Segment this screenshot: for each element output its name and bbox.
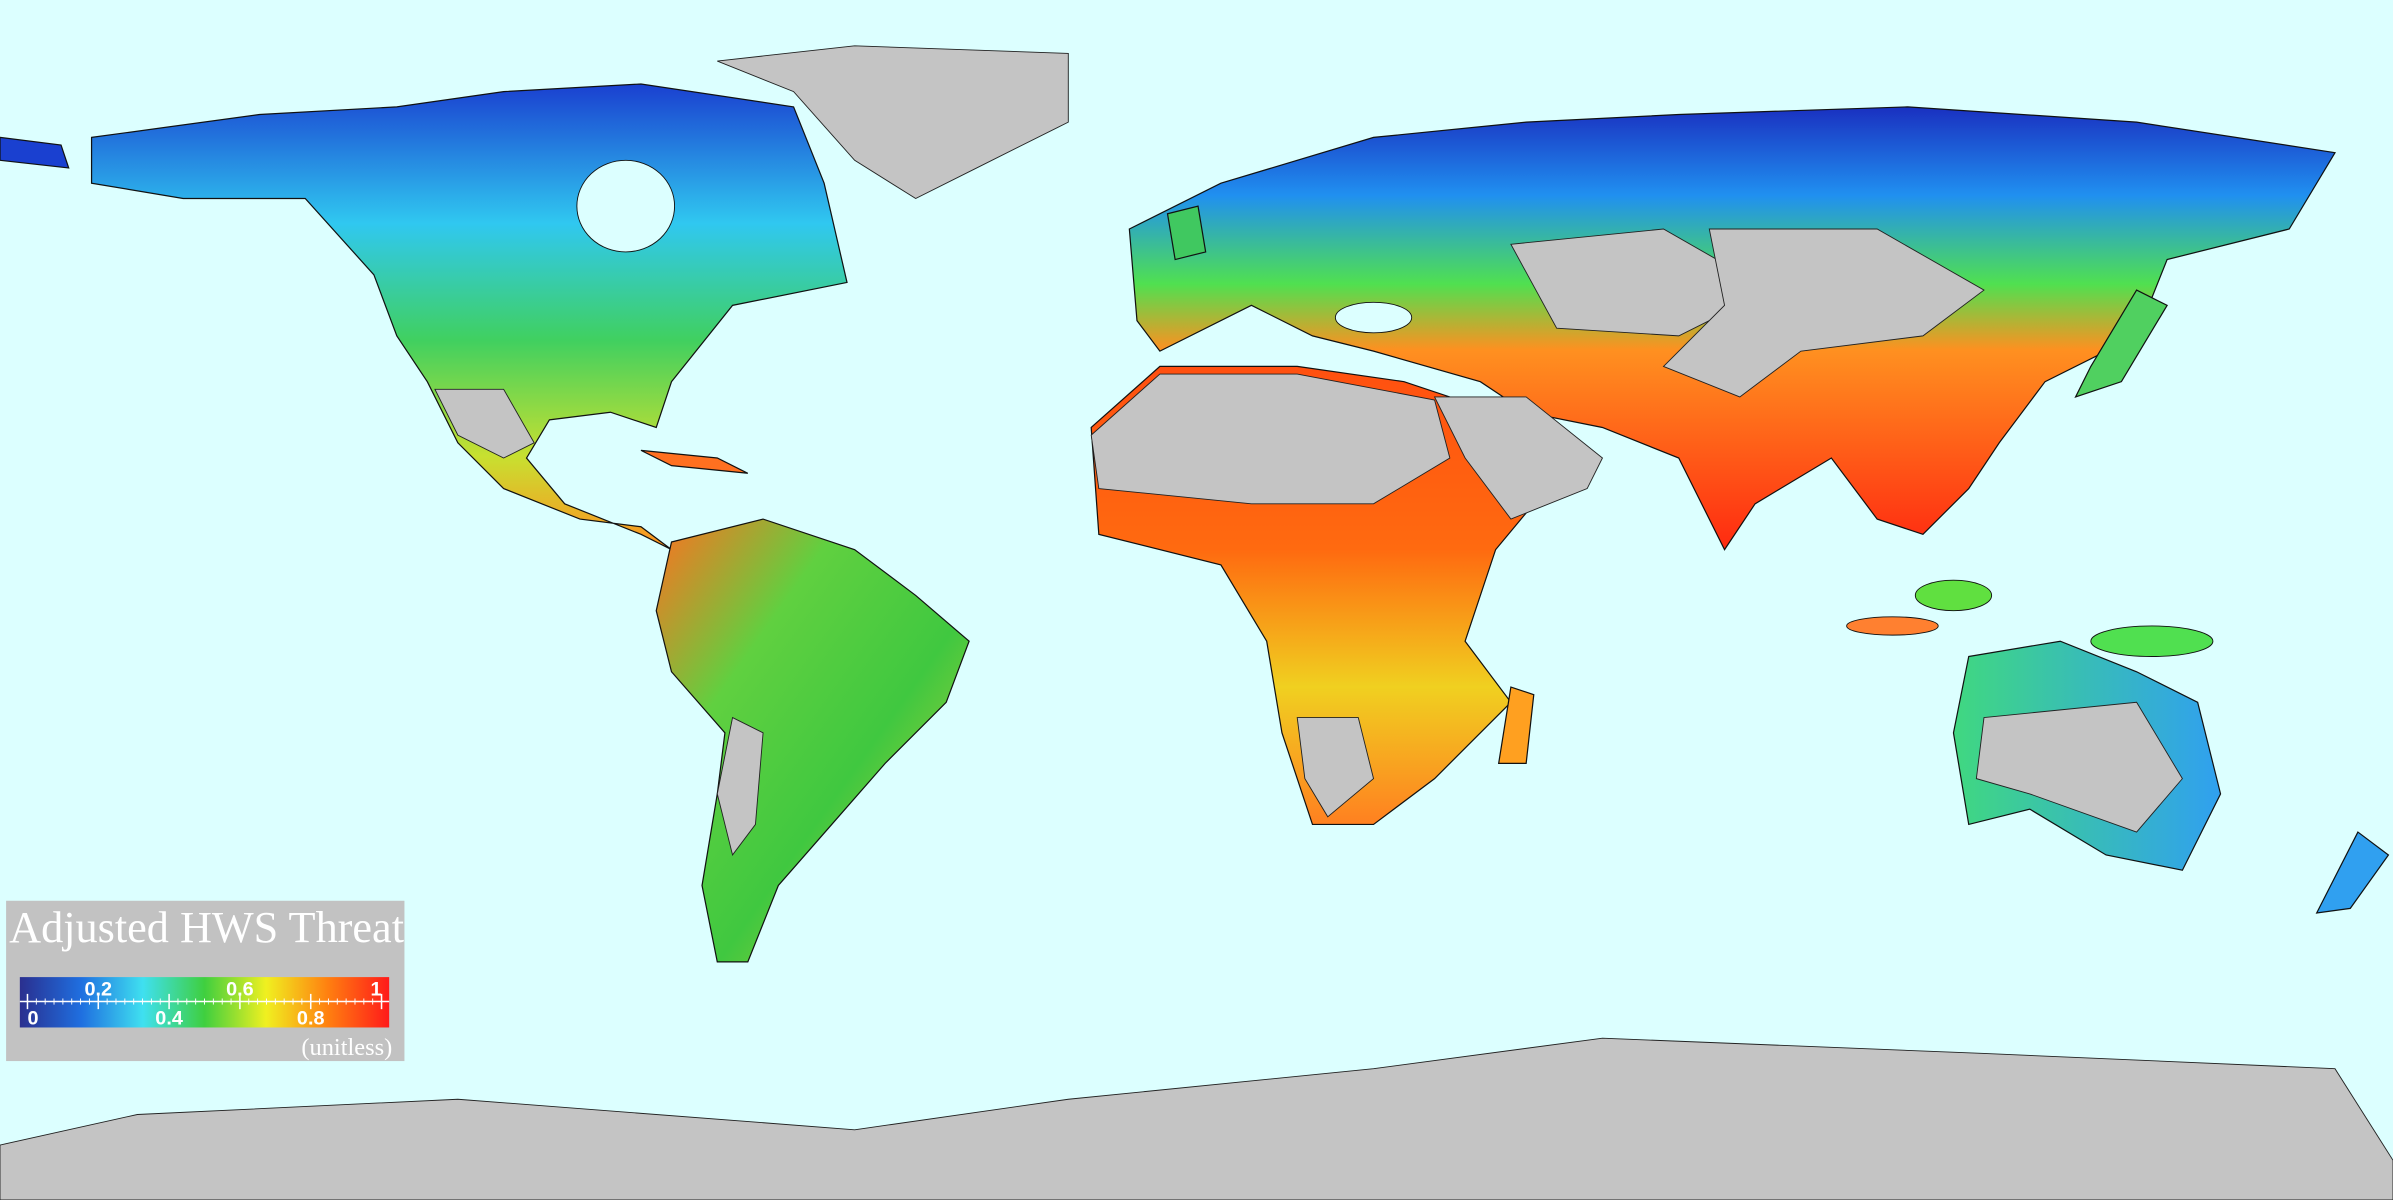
colorbar-tick-label: 0.2: [84, 978, 112, 1000]
mexico-desert: [434, 388, 535, 459]
greenland: [717, 45, 1069, 199]
borneo: [1914, 579, 1993, 612]
britain: [1166, 205, 1207, 261]
mongolia-tibet: [1662, 228, 1985, 398]
sumatra-java: [1846, 616, 1939, 636]
colorbar-tick-label: 0.6: [226, 978, 254, 1000]
antarctica: [0, 1037, 2393, 1200]
cuba: [640, 449, 749, 474]
japan: [2074, 289, 2168, 398]
alaska-tip: [0, 136, 70, 169]
legend: Adjusted HWS Threat (unitless) 0 0.2 0.4 0.…: [6, 900, 405, 1062]
hudson-bay: [576, 159, 676, 253]
legend-title: Adjusted HWS Threat: [9, 903, 405, 952]
sahara: [1090, 373, 1451, 505]
australia-interior: [1975, 701, 2183, 833]
madagascar: [1497, 686, 1535, 764]
new-guinea: [2090, 625, 2214, 657]
colorbar-tick-label: 0: [27, 1007, 38, 1029]
andes-dry: [716, 716, 764, 857]
colorbar-tick-label: 1: [371, 978, 382, 1000]
colorbar-tick-label: 0.8: [297, 1007, 325, 1029]
new-zealand: [2315, 831, 2390, 914]
landmasses: [0, 45, 2393, 1200]
legend-unit: (unitless): [301, 1034, 392, 1061]
south-america: [655, 518, 970, 963]
black-sea: [1334, 301, 1413, 334]
kalahari: [1296, 717, 1375, 818]
colorbar-tick-label: 0.4: [155, 1007, 183, 1029]
north-america: [90, 83, 848, 551]
arabia: [1433, 396, 1604, 520]
